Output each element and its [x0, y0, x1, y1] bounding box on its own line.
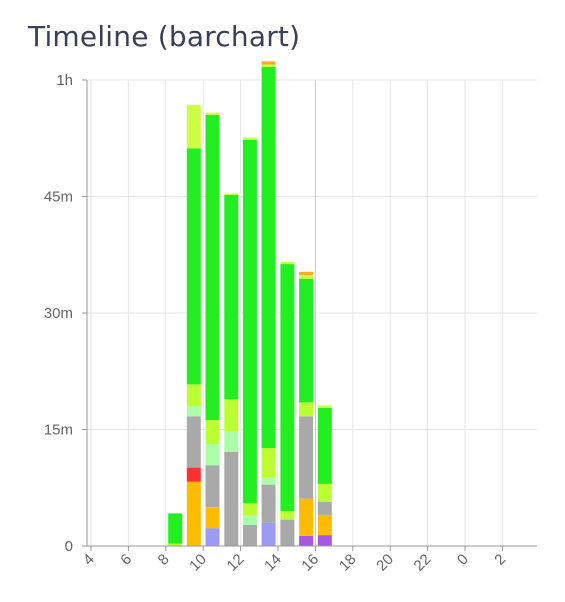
bar-segment [299, 278, 314, 403]
x-tick-label: 22 [411, 551, 435, 575]
bar-segment [168, 513, 183, 544]
x-tick-label: 16 [298, 551, 322, 575]
bar-segment [317, 483, 332, 502]
x-tick-label: 6 [117, 551, 135, 569]
bar-segment [261, 448, 276, 478]
bar-segment [280, 519, 295, 546]
x-tick-label: 4 [80, 551, 98, 569]
bar-segment [205, 507, 220, 529]
bar-segment [261, 66, 276, 449]
bar-segment [186, 104, 201, 149]
x-tick-label: 18 [336, 551, 360, 575]
y-tick-label: 45m [44, 189, 73, 206]
bar-segment [242, 503, 257, 516]
x-tick-label: 2 [491, 551, 509, 569]
bar-segment [261, 477, 276, 485]
y-tick-label: 1h [56, 72, 73, 89]
bar-segment [186, 481, 201, 546]
bar-segment [205, 465, 220, 508]
bar-segment [299, 271, 314, 275]
bar-segment [186, 406, 201, 417]
x-tick-label: 12 [224, 551, 248, 575]
x-tick-label: 8 [155, 551, 173, 569]
bar-segment [186, 467, 201, 482]
bar-segment [186, 148, 201, 385]
bar-segment [317, 501, 332, 515]
bar-segment [299, 402, 314, 417]
bar-segment [317, 514, 332, 536]
y-tick-label: 30m [44, 305, 73, 322]
bar-segment [280, 261, 295, 264]
bar-segment [242, 139, 257, 504]
bar-segment [186, 416, 201, 468]
bar-segment [261, 64, 276, 67]
bar-segment [299, 274, 314, 279]
bar-segment [280, 264, 295, 512]
bar-segment [299, 416, 314, 499]
x-tick-label: 0 [454, 551, 472, 569]
bar-segment [242, 137, 257, 140]
y-tick-label: 0 [65, 538, 73, 555]
bar-segment [224, 194, 239, 400]
bar-segment [205, 420, 220, 445]
x-tick-labels: 4 6 8 10 12 14 16 18 20 22 0 2 [80, 546, 509, 575]
bars [168, 61, 332, 546]
bar-segment [261, 61, 276, 65]
x-tick-label: 10 [186, 551, 210, 575]
bar-segment [224, 431, 239, 453]
bar-segment [242, 525, 257, 546]
bar-segment [317, 407, 332, 484]
bar-segment [205, 112, 220, 115]
bar-segment [224, 399, 239, 431]
bar-segment [186, 384, 201, 407]
bar-segment [317, 535, 332, 546]
bar-segment [224, 452, 239, 546]
bar-segment [280, 511, 295, 520]
y-tick-labels: 0 15m 30m 45m 1h [44, 72, 87, 555]
x-tick-label: 14 [261, 551, 285, 575]
bar-segment [168, 543, 183, 546]
bar-segment [261, 484, 276, 523]
bar-segment [261, 522, 276, 546]
bar-segment [242, 515, 257, 525]
x-tick-label: 20 [373, 551, 397, 575]
bar-segment [317, 405, 332, 408]
y-tick-label: 15m [44, 422, 73, 439]
bar-segment [205, 114, 220, 421]
bar-segment [299, 498, 314, 536]
bar-segment [299, 535, 314, 546]
bar-segment [224, 193, 239, 195]
chart-title: Timeline (barchart) [28, 20, 301, 53]
bar-segment [205, 444, 220, 466]
bar-segment [205, 528, 220, 546]
